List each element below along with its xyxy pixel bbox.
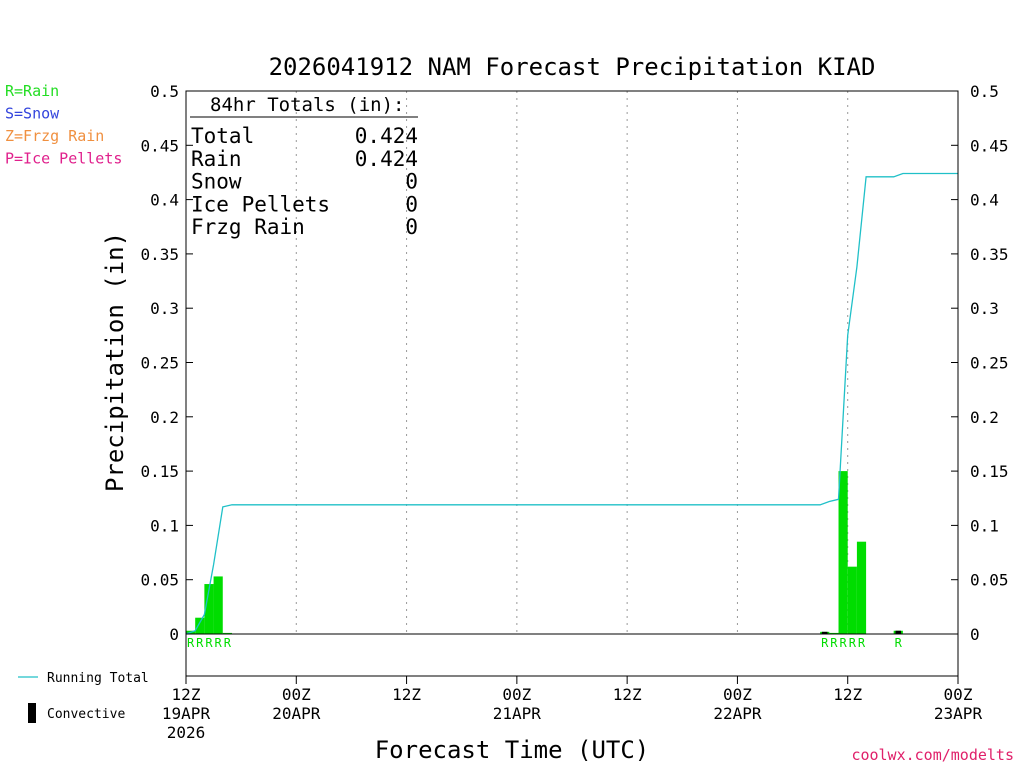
y-tick-label: 0.05 bbox=[140, 571, 179, 590]
y-axis-left: 0.5 0.45 0.4 0.35 0.3 0.25 0.2 0.15 0.1 0.05 0 bbox=[140, 82, 193, 644]
type-legend-item: Z=Frzg Rain bbox=[5, 127, 104, 145]
precip-bar bbox=[838, 471, 848, 634]
plot-frame-bottom-strip bbox=[185, 633, 959, 677]
totals-row-label: Rain bbox=[191, 147, 242, 171]
type-legend-item: P=Ice Pellets bbox=[5, 150, 122, 168]
y-tick-label: 0 bbox=[169, 625, 179, 644]
convective-legend-label: Convective bbox=[47, 707, 125, 722]
y-tick-label-right: 0.25 bbox=[970, 354, 1009, 373]
precip-type-label: R bbox=[849, 636, 857, 650]
totals-row-label: Frzg Rain bbox=[191, 215, 305, 239]
totals-row-value: 0.424 bbox=[355, 147, 418, 171]
x-tick-date: 20APR bbox=[272, 704, 321, 723]
y-tick-label: 0.2 bbox=[150, 408, 179, 427]
precip-type-label: R bbox=[858, 636, 866, 650]
precip-type-label: R bbox=[187, 636, 195, 650]
precip-type-label: R bbox=[895, 636, 903, 650]
y-tick-label-right: 0.35 bbox=[970, 245, 1009, 264]
x-tick-time: 12Z bbox=[392, 685, 421, 704]
precip-bar bbox=[829, 632, 839, 634]
y-tick-label-right: 0.05 bbox=[970, 571, 1009, 590]
y-tick-label: 0.15 bbox=[140, 462, 179, 481]
precip-bar bbox=[195, 617, 205, 634]
y-tick-label-right: 0.15 bbox=[970, 462, 1009, 481]
totals-row-label: Ice Pellets bbox=[191, 192, 330, 216]
precip-bar bbox=[856, 541, 867, 634]
precip-type-label: R bbox=[840, 636, 848, 650]
running-total-legend-label: Running Total bbox=[47, 671, 149, 686]
precip-bar bbox=[847, 566, 857, 634]
totals-row-value: 0 bbox=[405, 215, 418, 239]
y-tick-label: 0.3 bbox=[150, 299, 179, 318]
convective-bar bbox=[821, 631, 828, 634]
precip-type-label: R bbox=[830, 636, 838, 650]
x-tick-date: 22APR bbox=[713, 704, 762, 723]
y-tick-label: 0.45 bbox=[140, 136, 179, 155]
convective-bar bbox=[895, 630, 902, 634]
x-tick-year: 2026 bbox=[167, 723, 206, 742]
x-tick-time: 12Z bbox=[833, 685, 862, 704]
precip-bar bbox=[204, 584, 214, 634]
precip-bar bbox=[213, 576, 223, 634]
y-tick-label-right: 0.4 bbox=[970, 191, 999, 210]
precip-bars bbox=[186, 471, 903, 634]
totals-row-value: 0.424 bbox=[355, 124, 418, 148]
x-tick-time: 00Z bbox=[944, 685, 973, 704]
precip-bar bbox=[222, 632, 232, 634]
convective-legend-swatch bbox=[28, 703, 36, 723]
y-tick-label-right: 0.3 bbox=[970, 299, 999, 318]
y-tick-label: 0.5 bbox=[150, 82, 179, 101]
totals-box: 84hr Totals (in): Total 0.424 Rain 0.424 Sno… bbox=[190, 94, 418, 239]
precip-type-label: R bbox=[215, 636, 223, 650]
y-tick-label: 0.1 bbox=[150, 516, 179, 535]
vertical-grid bbox=[295, 91, 849, 634]
running-total-line bbox=[185, 172, 958, 635]
credit-text: coolwx.com/modelts bbox=[851, 746, 1014, 764]
convective-bars bbox=[821, 630, 902, 634]
totals-row-label: Snow bbox=[191, 170, 242, 194]
totals-heading: 84hr Totals (in): bbox=[210, 94, 404, 116]
totals-row-label: Total bbox=[191, 124, 254, 148]
x-tick-time: 12Z bbox=[172, 685, 201, 704]
totals-row-value: 0 bbox=[405, 170, 418, 194]
x-axis-label: Forecast Time (UTC) bbox=[375, 736, 650, 764]
y-tick-label: 0.25 bbox=[140, 354, 179, 373]
y-tick-label-right: 0 bbox=[970, 625, 980, 644]
totals-row-value: 0 bbox=[405, 192, 418, 216]
y-axis-label: Precipitation (in) bbox=[101, 232, 129, 492]
x-tick-time: 00Z bbox=[723, 685, 752, 704]
x-tick-time: 12Z bbox=[613, 685, 642, 704]
x-tick-time: 00Z bbox=[282, 685, 311, 704]
precip-type-label: R bbox=[196, 636, 204, 650]
precip-type-label: R bbox=[224, 636, 232, 650]
y-tick-label-right: 0.2 bbox=[970, 408, 999, 427]
x-tick-date: 21APR bbox=[493, 704, 542, 723]
y-axis-right: 0.5 0.45 0.4 0.35 0.3 0.25 0.2 0.15 0.1 0.05 0 bbox=[951, 82, 1009, 644]
y-tick-label: 0.35 bbox=[140, 245, 179, 264]
precip-type-label: R bbox=[205, 636, 213, 650]
x-tick-date: 19APR bbox=[162, 704, 211, 723]
type-legend-item: R=Rain bbox=[5, 82, 59, 100]
chart-title: 2026041912 NAM Forecast Precipitation KI… bbox=[269, 53, 876, 81]
x-tick-time: 00Z bbox=[502, 685, 531, 704]
y-tick-label-right: 0.1 bbox=[970, 516, 999, 535]
precip-type-label: R bbox=[821, 636, 829, 650]
type-legend-item: S=Snow bbox=[5, 105, 60, 123]
y-tick-label-right: 0.45 bbox=[970, 136, 1009, 155]
precip-type-legend: R=Rain S=Snow Z=Frzg Rain P=Ice Pellets bbox=[5, 82, 122, 168]
y-tick-label-right: 0.5 bbox=[970, 82, 999, 101]
y-tick-label: 0.4 bbox=[150, 191, 179, 210]
x-tick-date: 23APR bbox=[934, 704, 983, 723]
